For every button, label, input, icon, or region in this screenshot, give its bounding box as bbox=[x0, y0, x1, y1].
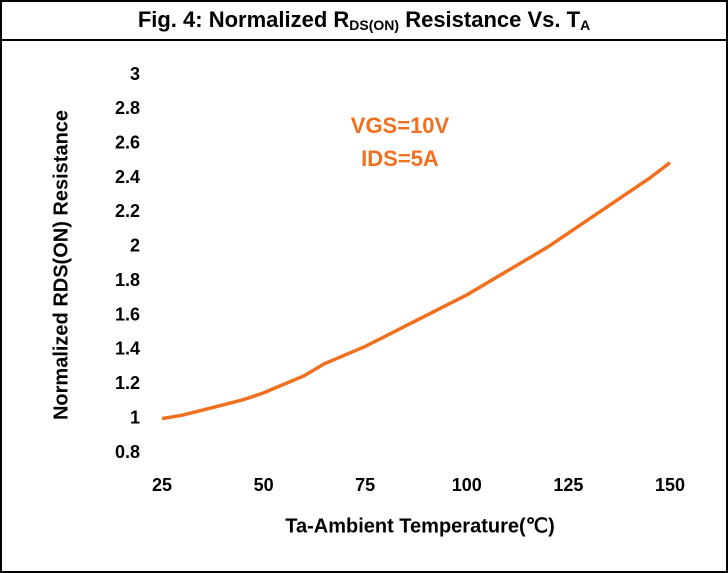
y-tick-label: 1.2 bbox=[115, 373, 140, 393]
y-axis-label: Normalized RDS(ON) Resistance bbox=[50, 110, 72, 420]
annotation: IDS=5A bbox=[361, 146, 439, 171]
y-tick-label: 1.4 bbox=[115, 339, 140, 359]
y-tick-label: 3 bbox=[130, 64, 140, 84]
y-tick-label: 1 bbox=[130, 407, 140, 427]
x-tick-label: 100 bbox=[452, 475, 482, 495]
y-tick-label: 2.6 bbox=[115, 132, 140, 152]
annotation: VGS=10V bbox=[351, 113, 450, 138]
title-part: Fig. 4: Normalized R bbox=[138, 7, 350, 32]
x-tick-label: 50 bbox=[254, 475, 274, 495]
x-axis-label: Ta-Ambient Temperature(℃) bbox=[285, 515, 555, 537]
y-tick-label: 0.8 bbox=[115, 442, 140, 462]
title-subscript: A bbox=[580, 17, 590, 33]
y-tick-label: 2.2 bbox=[115, 201, 140, 221]
chart-title: Fig. 4: Normalized RDS(ON) Resistance Vs… bbox=[138, 7, 590, 33]
y-tick-label: 1.8 bbox=[115, 270, 140, 290]
y-tick-label: 2.8 bbox=[115, 98, 140, 118]
title-part: Resistance Vs. T bbox=[399, 7, 581, 32]
x-tick-label: 150 bbox=[655, 475, 685, 495]
x-tick-label: 25 bbox=[152, 475, 172, 495]
data-line bbox=[161, 161, 672, 421]
title-subscript: DS(ON) bbox=[349, 17, 399, 33]
y-tick-label: 1.6 bbox=[115, 304, 140, 324]
y-tick-label: 2.4 bbox=[115, 167, 140, 187]
y-tick-label: 2 bbox=[130, 236, 140, 256]
x-tick-label: 125 bbox=[553, 475, 583, 495]
x-tick-label: 75 bbox=[355, 475, 375, 495]
